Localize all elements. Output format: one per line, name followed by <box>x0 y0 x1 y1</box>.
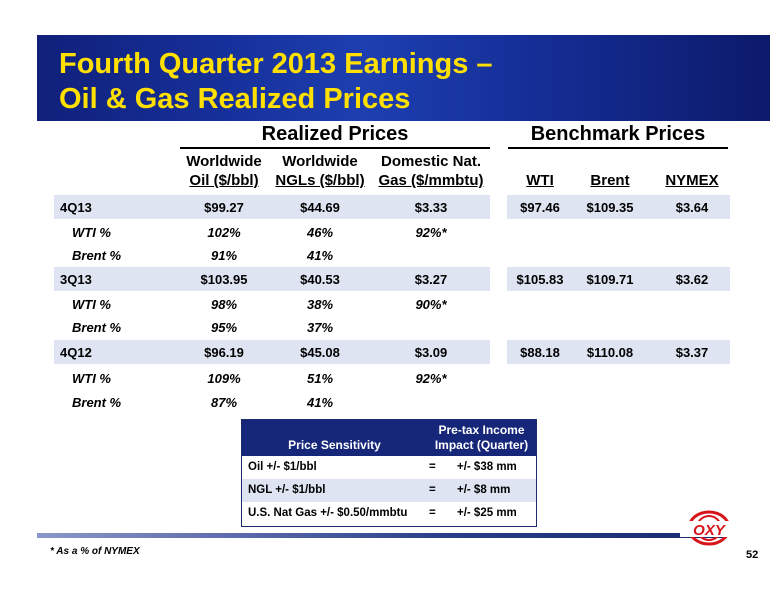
col-header-ngl-line2: NGLs ($/bbl) <box>275 172 365 189</box>
table-cell-oil: $103.95 <box>200 272 248 287</box>
benchmark-prices-heading: Benchmark Prices <box>530 123 706 145</box>
table-cell-ngl: 38% <box>306 297 334 312</box>
col-header-ngl: Worldwide NGLs ($/bbl) <box>270 152 370 190</box>
table-cell-ngl: 41% <box>306 395 334 410</box>
table-cell-oil: 95% <box>210 320 238 335</box>
slide-title-line-1: Fourth Quarter 2013 Earnings – <box>59 48 493 80</box>
sensitivity-row: Oil +/- $1/bbl = +/- $38 mm <box>242 456 536 479</box>
table-row-label: 4Q13 <box>60 200 92 215</box>
sensitivity-item: U.S. Nat Gas +/- $0.50/mmbtu <box>248 507 408 519</box>
footnote: * As a % of NYMEX <box>50 546 140 557</box>
col-header-oil: Worldwide Oil ($/bbl) <box>178 152 270 190</box>
benchmark-heading-rule <box>508 147 728 149</box>
table-cell-gas: $3.09 <box>414 345 448 360</box>
bench-cell-brent: $109.35 <box>586 200 634 215</box>
col-header-oil-line2: Oil ($/bbl) <box>189 172 259 189</box>
sensitivity-header-right: Pre-tax Income Impact (Quarter) <box>427 423 536 453</box>
table-row-label: WTI % <box>72 225 111 240</box>
sensitivity-item: NGL +/- $1/bbl <box>248 484 326 496</box>
table-cell-ngl: 51% <box>306 371 334 386</box>
row-band-4q12 <box>54 340 490 364</box>
table-cell-oil: 109% <box>207 371 241 386</box>
col-header-wti-label: WTI <box>526 172 554 189</box>
table-row-label: WTI % <box>72 371 111 386</box>
table-cell-ngl: 41% <box>306 248 334 263</box>
sensitivity-impact: +/- $38 mm <box>457 461 517 473</box>
sensitivity-header-right-line1: Pre-tax Income <box>438 423 525 437</box>
sensitivity-equals: = <box>429 461 436 473</box>
row-band-3q13 <box>54 267 490 291</box>
table-row-label: 3Q13 <box>60 272 92 287</box>
bench-cell-brent: $109.71 <box>586 272 634 287</box>
col-header-nymex: NYMEX <box>656 171 728 190</box>
sensitivity-header-left: Price Sensitivity <box>288 438 381 452</box>
sensitivity-header-right-line2: Impact (Quarter) <box>434 438 529 452</box>
realized-heading-rule <box>180 147 490 149</box>
table-row-label: WTI % <box>72 297 111 312</box>
sensitivity-item: Oil +/- $1/bbl <box>248 461 317 473</box>
table-cell-gas: 92%* <box>415 371 447 386</box>
col-header-wti: WTI <box>510 171 570 190</box>
title-banner: Fourth Quarter 2013 Earnings – Oil & Gas… <box>37 35 770 121</box>
table-row-label: Brent % <box>72 395 122 410</box>
col-header-nymex-label: NYMEX <box>665 172 719 189</box>
col-header-brent-label: Brent <box>590 172 630 189</box>
table-cell-ngl: $40.53 <box>300 272 340 287</box>
table-cell-oil: 87% <box>210 395 238 410</box>
table-row-label: 4Q12 <box>60 345 92 360</box>
table-cell-gas: 90%* <box>415 297 447 312</box>
table-cell-oil: 91% <box>210 248 238 263</box>
logo-text: OXY <box>693 522 727 539</box>
table-cell-ngl: $44.69 <box>300 200 340 215</box>
bench-band-4q13 <box>507 195 730 219</box>
slide-title-line-2: Oil & Gas Realized Prices <box>59 83 411 115</box>
col-header-gas-line1: Domestic Nat. <box>380 153 482 170</box>
table-cell-oil: $99.27 <box>204 200 244 215</box>
bench-band-4q12 <box>507 340 730 364</box>
bench-cell-brent: $110.08 <box>586 345 634 360</box>
realized-prices-heading: Realized Prices <box>261 123 409 145</box>
sensitivity-row: NGL +/- $1/bbl = +/- $8 mm <box>242 479 536 502</box>
row-band-4q13 <box>54 195 490 219</box>
bench-cell-wti: $88.18 <box>520 345 560 360</box>
sensitivity-row: U.S. Nat Gas +/- $0.50/mmbtu = +/- $25 m… <box>242 502 536 525</box>
table-cell-gas: $3.33 <box>414 200 448 215</box>
col-header-gas: Domestic Nat. Gas ($/mmbtu) <box>370 152 492 190</box>
bench-cell-wti: $97.46 <box>520 200 560 215</box>
table-cell-gas: $3.27 <box>414 272 448 287</box>
sensitivity-header: Price Sensitivity Pre-tax Income Impact … <box>242 420 536 456</box>
footer-bar <box>37 533 727 538</box>
col-header-ngl-line1: Worldwide <box>282 153 358 170</box>
table-cell-ngl: $45.08 <box>300 345 340 360</box>
table-cell-oil: 98% <box>210 297 238 312</box>
sensitivity-impact: +/- $8 mm <box>457 484 511 496</box>
table-cell-oil: $96.19 <box>204 345 244 360</box>
table-cell-oil: 102% <box>207 225 241 240</box>
table-row-label: Brent % <box>72 320 122 335</box>
price-sensitivity-table: Price Sensitivity Pre-tax Income Impact … <box>241 419 537 527</box>
bench-cell-nymex: $3.37 <box>675 345 709 360</box>
bench-cell-nymex: $3.64 <box>675 200 709 215</box>
table-cell-ngl: 37% <box>306 320 334 335</box>
bench-cell-wti: $105.83 <box>516 272 564 287</box>
col-header-gas-line2: Gas ($/mmbtu) <box>378 172 484 189</box>
col-header-brent: Brent <box>578 171 642 190</box>
bench-band-3q13 <box>507 267 730 291</box>
sensitivity-equals: = <box>429 484 436 496</box>
page-number: 52 <box>746 549 759 561</box>
col-header-oil-line1: Worldwide <box>186 153 262 170</box>
sensitivity-equals: = <box>429 507 436 519</box>
table-cell-gas: 92%* <box>415 225 447 240</box>
oxy-logo-icon: OXY <box>680 510 738 546</box>
sensitivity-impact: +/- $25 mm <box>457 507 517 519</box>
table-row-label: Brent % <box>72 248 122 263</box>
bench-cell-nymex: $3.62 <box>675 272 709 287</box>
table-cell-ngl: 46% <box>306 225 334 240</box>
